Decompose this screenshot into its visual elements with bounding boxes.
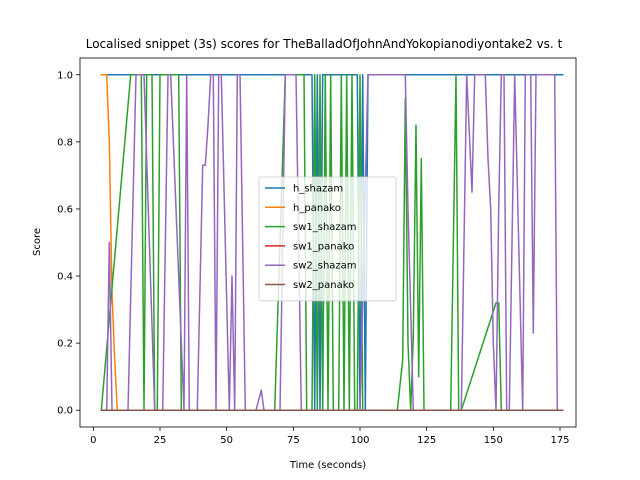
y-tick-label: 0.2: [57, 339, 73, 350]
x-tick-label: 50: [220, 435, 233, 446]
y-tick-label: 1.0: [57, 70, 73, 81]
legend-label: h_shazam: [293, 184, 343, 195]
x-axis: 0 25 50 75 100 125 150 175: [90, 427, 570, 446]
x-axis-label: Time (seconds): [289, 460, 366, 471]
y-tick-label: 0.0: [57, 406, 73, 417]
x-tick-label: 75: [287, 435, 300, 446]
legend-label: sw1_panako: [293, 241, 354, 252]
legend: h_shazam h_panako sw1_shazam sw1_panako sw2_…: [258, 176, 397, 302]
series-line-sw2_shazam: [100, 74, 564, 411]
legend-box: [258, 176, 397, 302]
y-axis: 0.0 0.2 0.4 0.6 0.8 1.0: [57, 70, 80, 417]
x-tick-label: 175: [550, 435, 569, 446]
y-tick-label: 0.8: [57, 137, 73, 148]
legend-label: h_panako: [293, 203, 341, 214]
series-layer: [100, 74, 564, 412]
legend-label: sw2_panako: [293, 280, 354, 291]
x-tick-label: 0: [90, 435, 96, 446]
x-tick-label: 125: [417, 435, 436, 446]
legend-label: sw1_shazam: [293, 222, 357, 233]
y-tick-label: 0.6: [57, 204, 73, 215]
x-tick-label: 150: [484, 435, 503, 446]
legend-label: sw2_shazam: [293, 261, 357, 272]
x-tick-label: 100: [350, 435, 369, 446]
series-line-h_panako: [100, 74, 564, 411]
y-axis-label: Score: [32, 228, 43, 256]
x-tick-label: 25: [154, 435, 167, 446]
chart-title: Localised snippet (3s) scores for TheBal…: [86, 37, 563, 51]
plot-frame: [79, 57, 577, 428]
y-tick-label: 0.4: [57, 272, 73, 283]
